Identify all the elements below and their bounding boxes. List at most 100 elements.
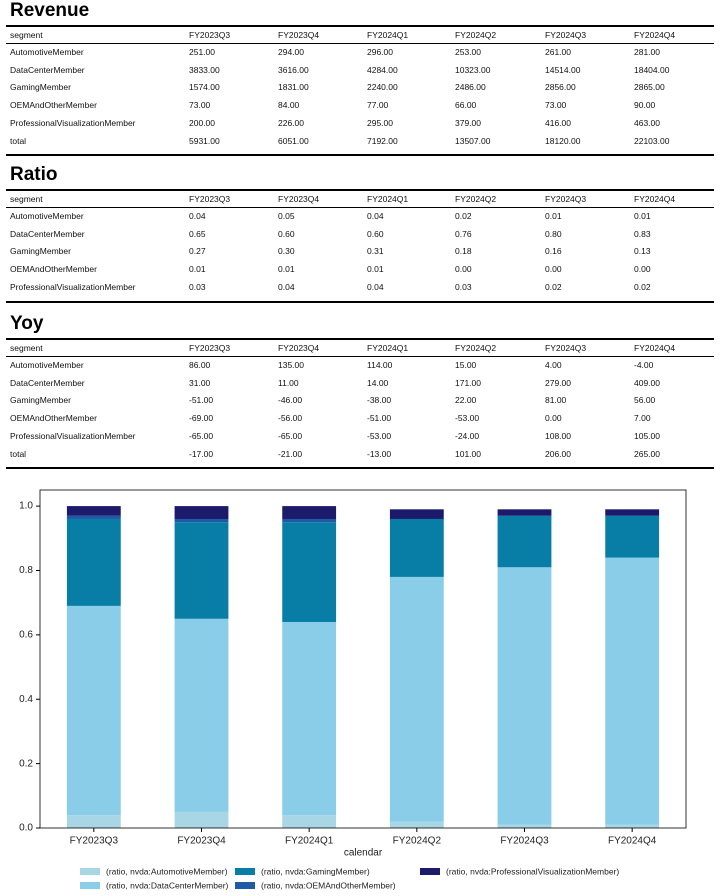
cell: -69.00 <box>189 413 214 424</box>
rule <box>6 356 714 357</box>
cell: 77.00 <box>367 100 389 111</box>
cell: 2856.00 <box>545 82 576 93</box>
bar-segment <box>174 811 229 828</box>
cell: 5931.00 <box>189 135 220 146</box>
cell: total <box>10 448 27 459</box>
cell: 0.27 <box>189 246 206 257</box>
header-cell: FY2024Q3 <box>545 343 587 353</box>
cell: GamingMember <box>10 246 71 257</box>
cell: DataCenterMember <box>10 377 85 388</box>
y-tick-label: 0.4 <box>19 694 33 705</box>
cell: 0.01 <box>634 211 651 221</box>
chart: FY2023Q3 FY2023Q4 FY2024Q1 FY2024Q2 FY2024Q3… <box>19 489 687 890</box>
x-tick-label: FY2024Q2 <box>393 836 442 847</box>
cell: 4284.00 <box>367 64 398 75</box>
cell: 0.18 <box>455 246 472 257</box>
cell: -46.00 <box>278 395 303 406</box>
cell: 0.30 <box>278 246 295 257</box>
cell: 0.01 <box>367 264 384 275</box>
legend-swatch <box>235 868 255 875</box>
cell: 251.00 <box>189 47 215 57</box>
bar-segment <box>605 557 660 825</box>
cell: 463.00 <box>634 117 660 128</box>
x-tick-label: FY2024Q3 <box>500 836 549 847</box>
bar-segment <box>282 506 337 519</box>
cell: 22.00 <box>455 395 477 406</box>
cell: DataCenterMember <box>10 64 85 75</box>
cell: 0.80 <box>545 228 562 239</box>
cell: 0.76 <box>455 228 472 239</box>
cell: -56.00 <box>278 413 303 424</box>
x-tick-label: FY2023Q4 <box>177 836 226 847</box>
bar-segment <box>389 576 444 822</box>
cell: 294.00 <box>278 47 304 57</box>
cell: 0.13 <box>634 246 651 257</box>
cell: 409.00 <box>634 377 660 388</box>
rule <box>6 25 714 27</box>
cell: ProfessionalVisualizationMember <box>10 430 136 441</box>
cell: 18120.00 <box>545 135 581 146</box>
cell: 11.00 <box>278 377 299 388</box>
cell: 2486.00 <box>455 82 486 93</box>
y-tick-label: 0.2 <box>19 758 33 769</box>
cell: 281.00 <box>634 47 660 57</box>
bar-segment <box>174 618 229 812</box>
cell: 81.00 <box>545 395 567 406</box>
header-cell: FY2024Q1 <box>367 194 409 204</box>
bar-segment <box>282 518 337 523</box>
cell: -38.00 <box>367 395 392 406</box>
cell: 0.02 <box>634 281 651 292</box>
cell: 0.16 <box>545 246 562 257</box>
header-cell: FY2023Q3 <box>189 194 231 204</box>
cell: 0.60 <box>278 228 295 239</box>
legend-label: (ratio, nvda:GamingMember) <box>261 866 370 876</box>
bar-segment <box>282 621 337 816</box>
cell: total <box>10 135 27 146</box>
cell: 279.00 <box>545 377 571 388</box>
cell: 101.00 <box>455 448 481 459</box>
cell: 206.00 <box>545 448 571 459</box>
rule <box>6 467 714 470</box>
cell: AutomotiveMember <box>10 211 84 221</box>
cell: OEMAndOtherMember <box>10 264 97 275</box>
bar-segment <box>605 515 660 558</box>
cell: 105.00 <box>634 430 660 441</box>
bar-segment <box>605 509 660 516</box>
bar-segment <box>497 824 552 828</box>
bar-segment <box>66 518 121 606</box>
cell: 0.02 <box>545 281 562 292</box>
cell: -4.00 <box>634 360 654 370</box>
rule <box>6 154 714 157</box>
header-cell: FY2023Q3 <box>189 343 231 353</box>
bar-segment <box>174 518 229 523</box>
cell: 0.04 <box>367 281 384 292</box>
bar-segment <box>389 509 444 519</box>
y-tick-label: 0.8 <box>19 565 33 576</box>
x-tick-label: FY2024Q4 <box>608 836 657 847</box>
legend-swatch <box>80 882 100 889</box>
cell: -24.00 <box>455 430 480 441</box>
cell: 296.00 <box>367 47 393 57</box>
cell: 0.01 <box>545 211 562 221</box>
bar-segment <box>66 815 121 828</box>
legend-label: (ratio, nvda:AutomotiveMember) <box>106 866 228 876</box>
bar-segment <box>66 515 121 519</box>
cell: 3616.00 <box>278 64 309 75</box>
header-cell: FY2024Q2 <box>455 194 497 204</box>
cell: 379.00 <box>455 117 481 128</box>
rule <box>6 189 714 191</box>
legend-label: (ratio, nvda:DataCenterMember) <box>106 880 229 890</box>
header-cell: FY2023Q4 <box>278 194 320 204</box>
cell: 90.00 <box>634 100 656 111</box>
bar-segment <box>66 506 121 516</box>
bar-segment <box>497 509 552 516</box>
cell: -65.00 <box>278 430 303 441</box>
cell: 7192.00 <box>367 135 398 146</box>
cell: 0.01 <box>189 264 206 275</box>
plot-frame <box>39 489 687 829</box>
cell: 135.00 <box>278 360 304 370</box>
cell: -21.00 <box>278 448 303 459</box>
cell: AutomotiveMember <box>10 360 84 370</box>
cell: 1574.00 <box>189 82 220 93</box>
cell: 0.04 <box>278 281 295 292</box>
